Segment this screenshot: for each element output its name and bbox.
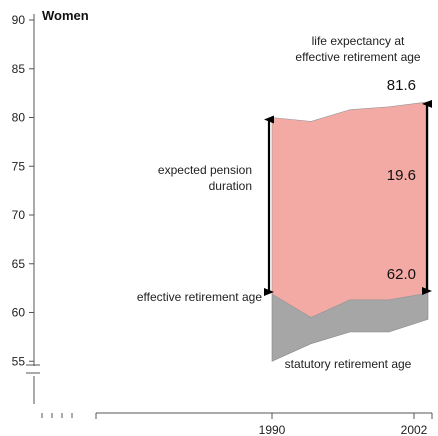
life-expectancy-label-1: life expectancy at xyxy=(312,34,405,48)
y-tick-label: 90 xyxy=(12,13,26,27)
pension-duration-area xyxy=(271,101,429,318)
y-axis: 55 60 65 70 75 80 85 90 xyxy=(12,13,40,404)
chart-title: Women xyxy=(42,8,89,23)
life-expectancy-value: 81.6 xyxy=(387,77,416,94)
pension-duration-label-2: duration xyxy=(209,179,252,193)
effective-age-label: effective retirement age xyxy=(137,290,263,304)
y-tick-label: 55 xyxy=(12,354,26,368)
y-tick-label: 60 xyxy=(12,306,26,320)
pension-duration-label-1: expected pension xyxy=(158,163,252,177)
y-tick-label: 85 xyxy=(12,62,26,76)
y-tick-label: 80 xyxy=(12,111,26,125)
pension-duration-value: 19.6 xyxy=(387,167,416,184)
life-expectancy-label-2: effective retirement age xyxy=(295,50,421,64)
statutory-age-label: statutory retirement age xyxy=(285,357,412,371)
y-tick-label: 65 xyxy=(12,257,26,271)
x-axis xyxy=(41,412,433,419)
y-tick-label: 70 xyxy=(12,208,26,222)
x-tick-label-2002: 2002 xyxy=(401,423,428,436)
y-tick-label: 75 xyxy=(12,159,26,173)
x-tick-label-1990: 1990 xyxy=(259,423,286,436)
effective-age-value: 62.0 xyxy=(387,266,416,283)
